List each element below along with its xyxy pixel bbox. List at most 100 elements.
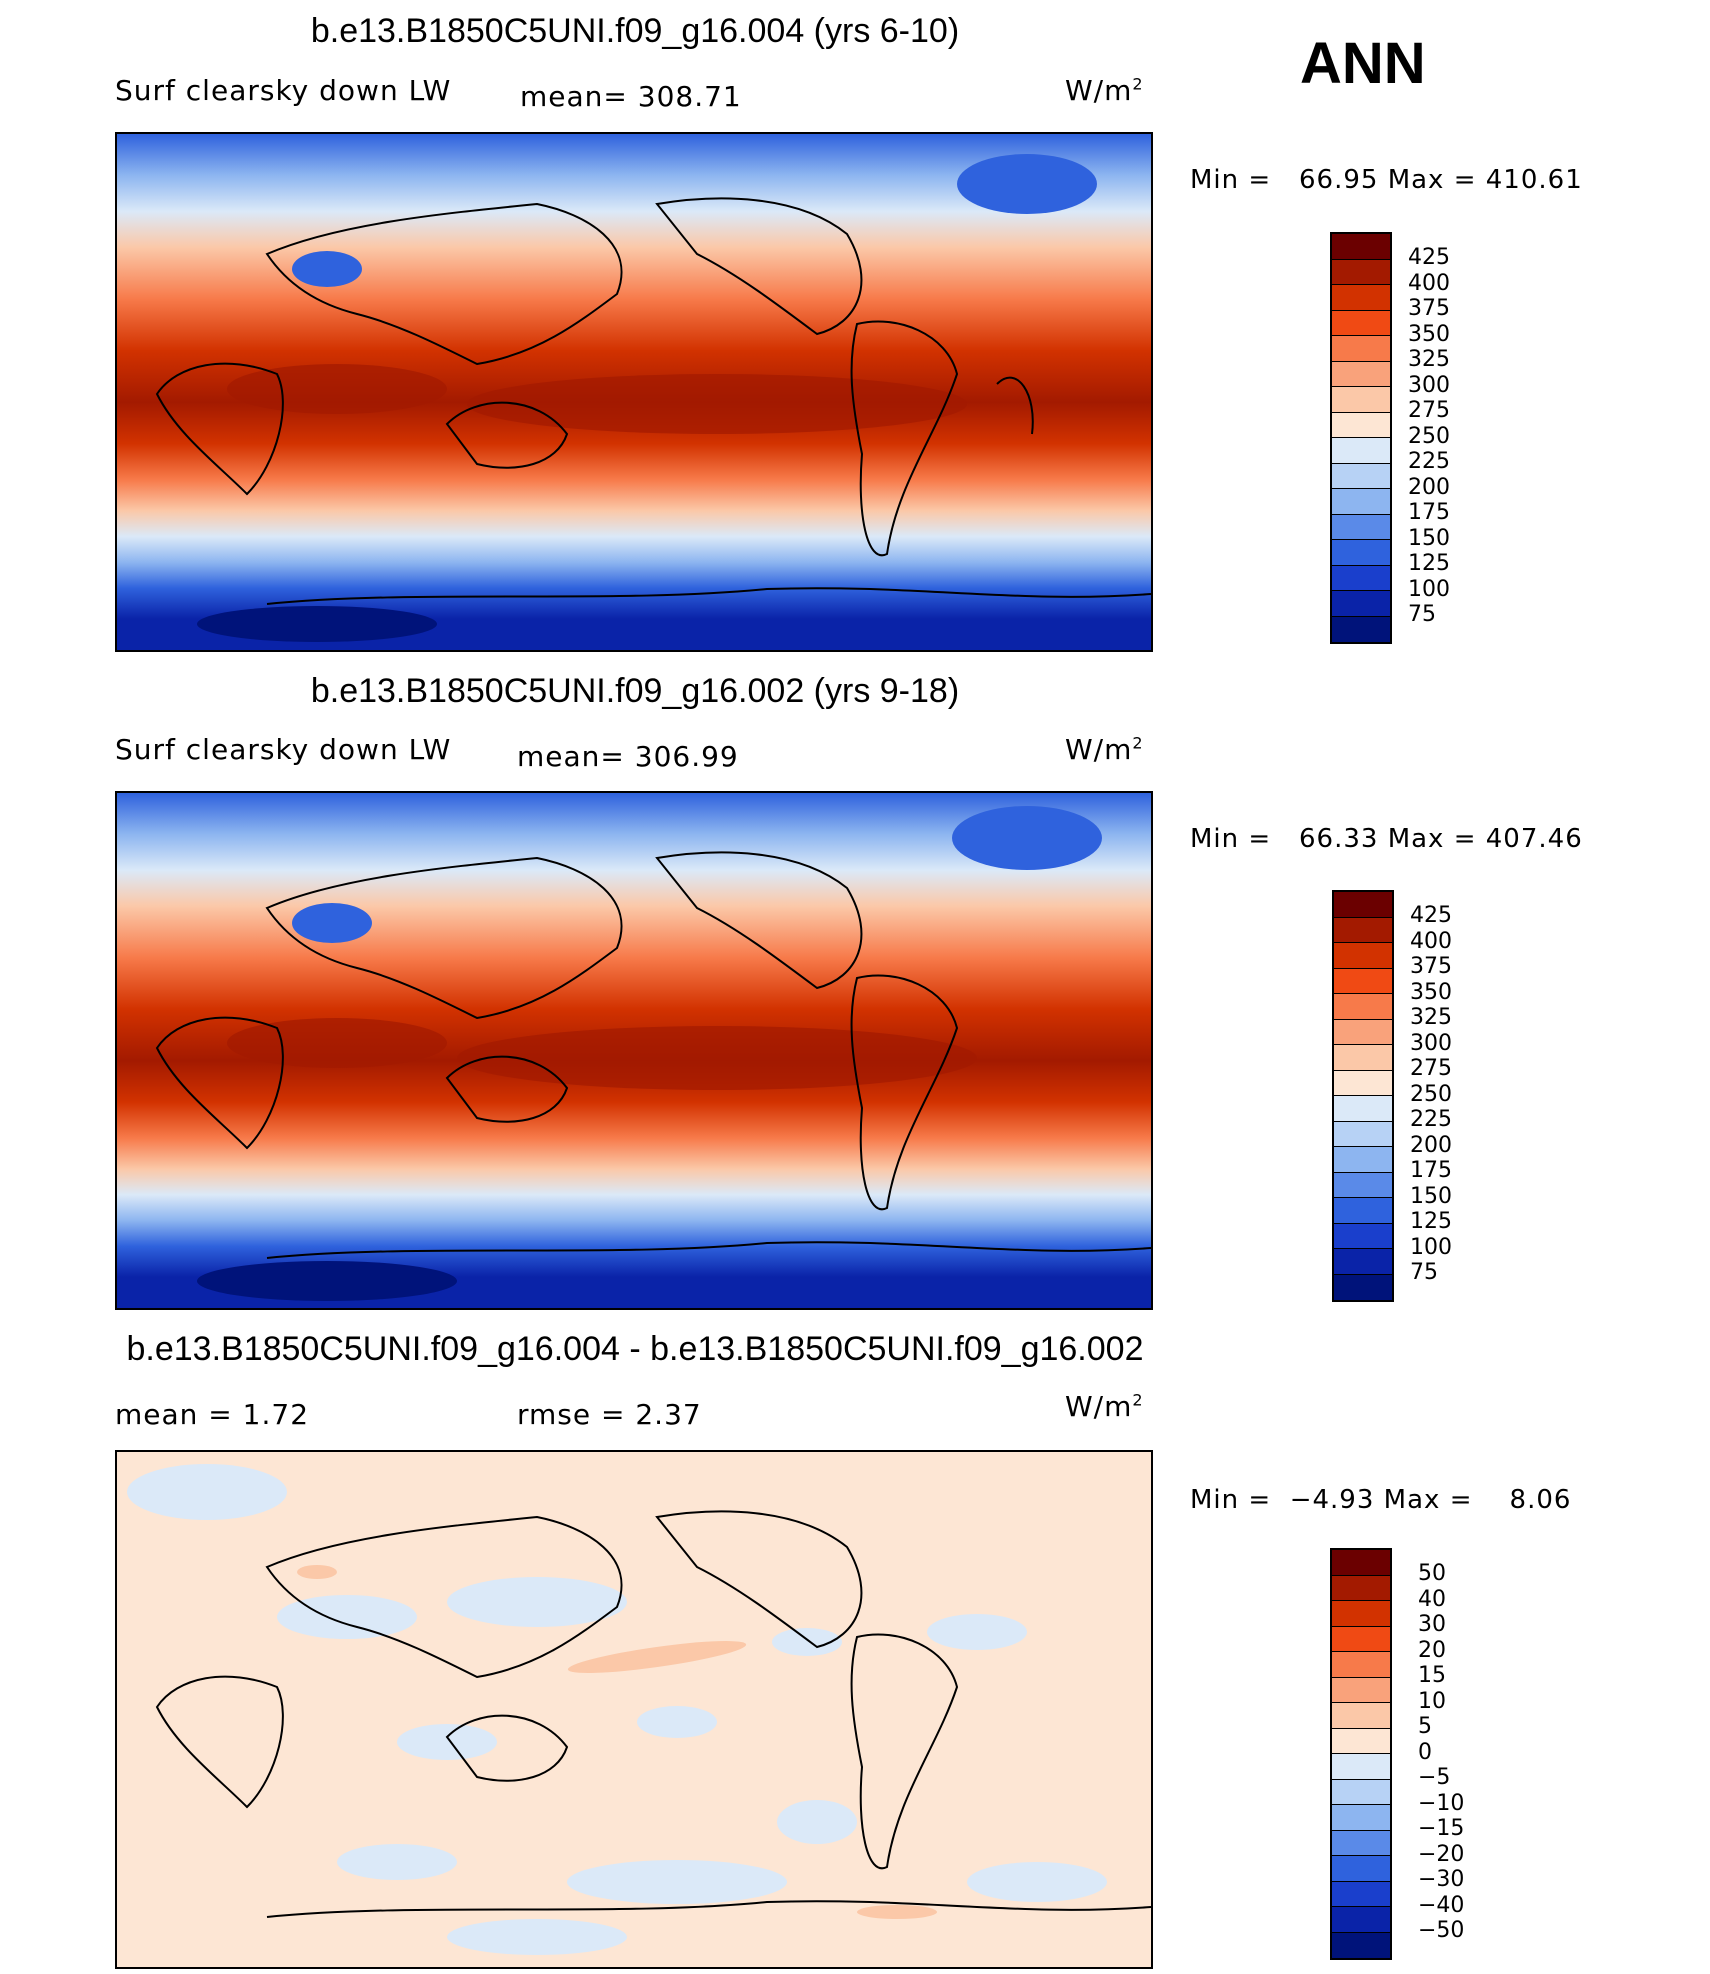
colorbar-swatch (1332, 310, 1390, 336)
panel3-mean-label: mean = 1.72 (115, 1398, 310, 1431)
colorbar-swatch (1334, 968, 1392, 994)
colorbar-tick-label: −50 (1418, 1918, 1465, 1943)
colorbar-tick-label: 400 (1410, 928, 1452, 954)
colorbar-swatch (1332, 234, 1390, 260)
colorbar-tick-label: 150 (1408, 525, 1450, 551)
colorbar-swatch (1332, 1856, 1390, 1882)
colorbar-tick-label: 15 (1418, 1663, 1446, 1688)
colorbar-tick-label: 250 (1408, 423, 1450, 449)
colorbar-tick-label: 150 (1410, 1183, 1452, 1209)
panel2-colorbar-labels: 425 400 375 350 325 300 275 250 225 200 175 150 125 1… (1410, 903, 1452, 1286)
colorbar-tick-label: 30 (1418, 1612, 1446, 1637)
colorbar-swatch (1334, 1070, 1392, 1096)
colorbar-tick-label: 40 (1418, 1586, 1446, 1612)
colorbar-swatch (1332, 285, 1390, 311)
colorbar-tick-label: 0 (1418, 1739, 1432, 1765)
colorbar-swatch (1334, 1223, 1392, 1249)
panel1-units: W/m2 (1065, 74, 1144, 107)
colorbar-tick-label: 350 (1408, 321, 1450, 347)
colorbar-tick-label: 300 (1408, 372, 1450, 398)
colorbar-swatch (1334, 994, 1392, 1020)
colorbar-tick-label: 200 (1408, 474, 1450, 500)
colorbar-swatch (1332, 1932, 1390, 1958)
panel3-colorbar-labels: 50 40 30 20 15 10 5 0 −5 −10 −15 −20 −30 −40 −50 (1418, 1561, 1464, 1944)
colorbar-tick-label: 175 (1408, 500, 1450, 525)
colorbar-tick-label: 125 (1408, 551, 1450, 576)
panel2-map (115, 791, 1153, 1310)
colorbar-swatch (1332, 336, 1390, 362)
panel1-mean-label: mean= 308.71 (520, 80, 742, 113)
colorbar-tick-label: 50 (1418, 1561, 1446, 1586)
colorbar-swatch (1332, 514, 1390, 540)
colorbar-swatch (1332, 489, 1390, 515)
panel2-variable-label: Surf clearsky down LW (115, 733, 452, 766)
colorbar-swatch (1334, 917, 1392, 943)
colorbar-tick-label: 425 (1408, 245, 1450, 270)
colorbar-swatch (1334, 1019, 1392, 1045)
panel3-minmax: Min = −4.93 Max = 8.06 (1190, 1485, 1572, 1515)
colorbar-swatch (1334, 1045, 1392, 1071)
colorbar-swatch (1334, 1274, 1392, 1300)
colorbar-swatch (1332, 1907, 1390, 1933)
colorbar-swatch (1332, 1754, 1390, 1780)
colorbar-tick-label: 300 (1410, 1030, 1452, 1056)
colorbar-swatch (1334, 1096, 1392, 1122)
panel3-rmse-label: rmse = 2.37 (517, 1398, 702, 1431)
colorbar-tick-label: −15 (1418, 1816, 1465, 1841)
colorbar-swatch (1332, 259, 1390, 285)
colorbar-tick-label: 100 (1408, 576, 1450, 602)
colorbar-tick-label: 250 (1410, 1081, 1452, 1107)
colorbar-swatch (1332, 1728, 1390, 1754)
colorbar-swatch (1332, 540, 1390, 566)
colorbar-tick-label: 100 (1410, 1234, 1452, 1260)
colorbar-swatch (1334, 1147, 1392, 1173)
colorbar-tick-label: 425 (1410, 903, 1452, 928)
colorbar-swatch (1334, 892, 1392, 918)
colorbar-swatch (1332, 616, 1390, 642)
colorbar-swatch (1332, 387, 1390, 413)
colorbar-swatch (1334, 943, 1392, 969)
colorbar-swatch (1332, 1677, 1390, 1703)
colorbar-tick-label: −10 (1418, 1790, 1465, 1816)
colorbar-swatch (1332, 1805, 1390, 1831)
panel2-minmax: Min = 66.33 Max = 407.46 (1190, 824, 1583, 854)
panel1-map (115, 132, 1153, 652)
colorbar-swatch (1334, 1121, 1392, 1147)
colorbar-swatch (1332, 463, 1390, 489)
colorbar-swatch (1332, 1575, 1390, 1601)
colorbar-swatch (1334, 1172, 1392, 1198)
panel3-units: W/m2 (1065, 1390, 1144, 1423)
colorbar-tick-label: 75 (1408, 602, 1436, 627)
colorbar-swatch (1334, 1198, 1392, 1224)
colorbar-tick-label: 225 (1408, 449, 1450, 474)
colorbar-swatch (1332, 361, 1390, 387)
colorbar-tick-label: 400 (1408, 270, 1450, 296)
panel1-minmax: Min = 66.95 Max = 410.61 (1190, 165, 1583, 195)
colorbar-tick-label: 20 (1418, 1637, 1446, 1663)
colorbar-tick-label: 10 (1418, 1688, 1446, 1714)
panel3-colorbar (1330, 1548, 1392, 1960)
colorbar-tick-label: 75 (1410, 1260, 1438, 1285)
colorbar-swatch (1332, 1703, 1390, 1729)
colorbar-swatch (1332, 591, 1390, 617)
colorbar-swatch (1334, 1249, 1392, 1275)
colorbar-swatch (1332, 1652, 1390, 1678)
panel1-title: b.e13.B1850C5UNI.f09_g16.004 (yrs 6-10) (310, 12, 960, 50)
panel2-title: b.e13.B1850C5UNI.f09_g16.002 (yrs 9-18) (310, 672, 960, 710)
colorbar-tick-label: 225 (1410, 1107, 1452, 1132)
colorbar-tick-label: 350 (1410, 979, 1452, 1005)
panel2-units: W/m2 (1065, 733, 1144, 766)
colorbar-tick-label: 200 (1410, 1132, 1452, 1158)
colorbar-tick-label: 175 (1410, 1158, 1452, 1183)
colorbar-swatch (1332, 412, 1390, 438)
colorbar-tick-label: −30 (1418, 1867, 1465, 1892)
panel1-colorbar-labels: 425 400 375 350 325 300 275 250 225 200 175 150 125 1… (1408, 245, 1450, 628)
colorbar-tick-label: 375 (1410, 954, 1452, 979)
panel3-map (115, 1450, 1153, 1969)
season-label: ANN (1300, 31, 1426, 96)
colorbar-tick-label: −5 (1418, 1765, 1451, 1790)
colorbar-tick-label: −40 (1418, 1892, 1465, 1918)
colorbar-swatch (1332, 1881, 1390, 1907)
colorbar-tick-label: 275 (1408, 398, 1450, 423)
panel2-mean-label: mean= 306.99 (517, 740, 739, 773)
